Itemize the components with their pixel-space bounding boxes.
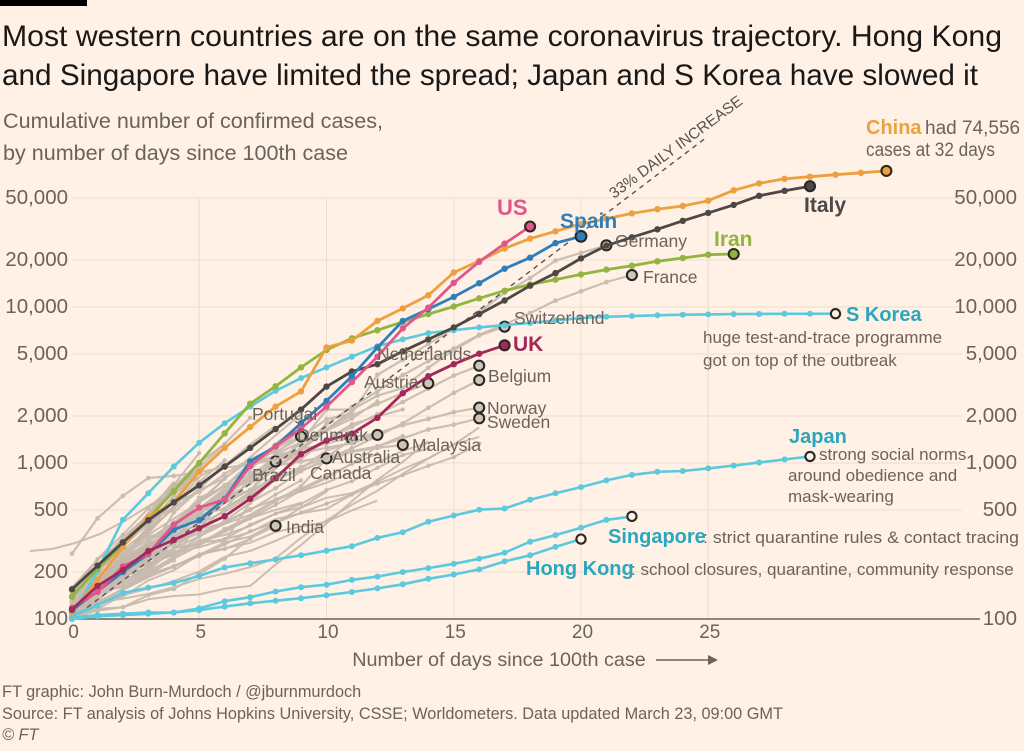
svg-text:Belgium: Belgium xyxy=(488,366,551,386)
svg-text:India: India xyxy=(286,517,324,537)
svg-text:Source: FT analysis of Johns H: Source: FT analysis of Johns Hopkins Uni… xyxy=(2,705,783,723)
svg-text:50,000: 50,000 xyxy=(954,186,1017,209)
svg-text:Sweden: Sweden xyxy=(487,412,550,432)
svg-text:Most western countries are on: Most western countries are on the same c… xyxy=(2,20,1002,53)
svg-text:by number of days since 100th: by number of days since 100th case xyxy=(3,142,348,165)
svg-text:5,000: 5,000 xyxy=(966,342,1017,365)
svg-text:Netherlands: Netherlands xyxy=(377,344,472,364)
svg-text:Brazil: Brazil xyxy=(252,465,296,485)
svg-text:US: US xyxy=(497,195,528,220)
svg-text:Japan: Japan xyxy=(789,426,847,448)
svg-text:around obedience and: around obedience and xyxy=(788,466,957,485)
svg-text:Switzerland: Switzerland xyxy=(514,308,604,328)
svg-text:20: 20 xyxy=(572,622,593,643)
svg-text:: strict quarantine rules & co: : strict quarantine rules & contact trac… xyxy=(703,528,1019,547)
svg-text:25: 25 xyxy=(699,622,720,643)
svg-text:500: 500 xyxy=(983,498,1017,521)
svg-text:0: 0 xyxy=(68,622,79,643)
svg-text:200: 200 xyxy=(34,560,68,583)
svg-text:2,000: 2,000 xyxy=(966,404,1017,427)
svg-text:50,000: 50,000 xyxy=(5,186,68,209)
svg-text:Cumulative number of confirmed: Cumulative number of confirmed cases, xyxy=(3,110,383,133)
svg-text:100: 100 xyxy=(34,607,68,630)
svg-text:Spain: Spain xyxy=(560,210,617,233)
svg-text:100: 100 xyxy=(983,607,1017,630)
svg-text:and Singapore have limited the: and Singapore have limited the spread; J… xyxy=(2,59,979,92)
svg-text:Norway: Norway xyxy=(487,398,547,418)
svg-text:China: China xyxy=(866,117,922,139)
svg-text:had 74,556: had 74,556 xyxy=(925,118,1020,139)
svg-text:500: 500 xyxy=(34,498,68,521)
svg-text:20,000: 20,000 xyxy=(954,248,1017,271)
svg-text:FT graphic: John Burn-Murdoch: FT graphic: John Burn-Murdoch / @jburnmu… xyxy=(2,683,361,701)
svg-text:France: France xyxy=(643,267,697,287)
svg-text:Portugal: Portugal xyxy=(252,404,317,424)
svg-text:10,000: 10,000 xyxy=(954,295,1017,318)
svg-text:Hong Kong: Hong Kong xyxy=(526,558,634,580)
svg-text:S Korea: S Korea xyxy=(846,304,922,326)
svg-text:cases at 32 days: cases at 32 days xyxy=(866,140,995,161)
svg-text:Canada: Canada xyxy=(310,463,372,483)
svg-text:10,000: 10,000 xyxy=(5,295,68,318)
svg-text:Germany: Germany xyxy=(615,231,687,251)
svg-text:mask-wearing: mask-wearing xyxy=(788,487,894,506)
svg-text:2,000: 2,000 xyxy=(17,404,68,427)
svg-text:Australia: Australia xyxy=(332,447,400,467)
svg-text:1,000: 1,000 xyxy=(17,451,68,474)
svg-text:huge test-and-trace programme: huge test-and-trace programme xyxy=(703,328,942,347)
svg-text:5: 5 xyxy=(196,622,207,643)
svg-text:Iran: Iran xyxy=(714,228,753,251)
svg-text:10: 10 xyxy=(317,622,338,643)
svg-text:Number of days since 100th cas: Number of days since 100th case xyxy=(352,649,646,671)
svg-text:5,000: 5,000 xyxy=(17,342,68,365)
svg-text:15: 15 xyxy=(445,622,466,643)
svg-text:Austria: Austria xyxy=(364,372,419,392)
svg-text:UK: UK xyxy=(513,333,543,356)
svg-text:Denmark: Denmark xyxy=(297,425,368,445)
svg-text:© FT: © FT xyxy=(2,726,39,744)
svg-text:strong social norms: strong social norms xyxy=(819,445,966,464)
svg-text:got on top of the outbreak: got on top of the outbreak xyxy=(703,351,897,370)
svg-text:Singapore: Singapore xyxy=(608,526,706,548)
svg-text:: school closures, quarantine,: : school closures, quarantine, community… xyxy=(631,560,1014,579)
svg-text:Italy: Italy xyxy=(804,194,846,217)
svg-text:20,000: 20,000 xyxy=(5,248,68,271)
svg-text:Malaysia: Malaysia xyxy=(412,435,481,455)
svg-text:1,000: 1,000 xyxy=(966,451,1017,474)
